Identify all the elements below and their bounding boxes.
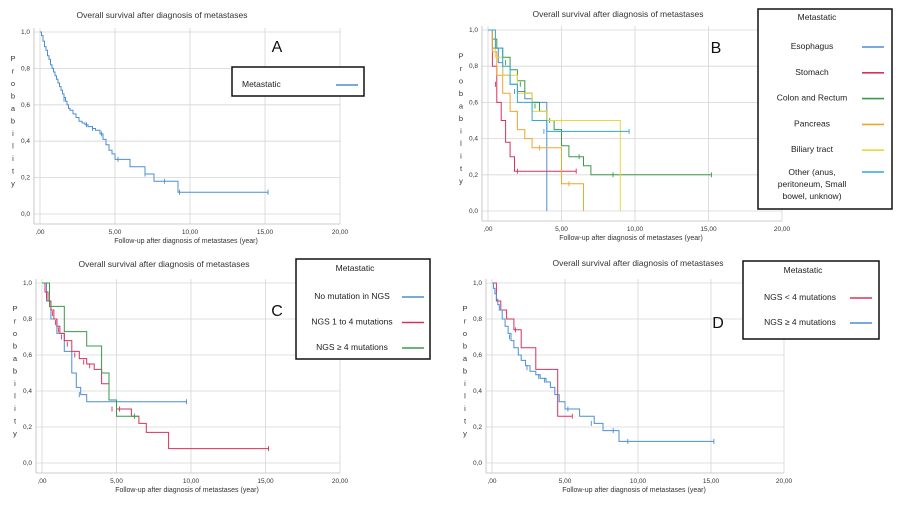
y-tick-label: 0,8 (23, 316, 32, 323)
survival-curve (488, 29, 584, 211)
legend-label: Biliary tract (791, 144, 834, 154)
legend: Metastatic NGS < 4 mutations NGS ≥ 4 mutat… (742, 260, 880, 340)
y-tick-label: 0,0 (21, 211, 30, 218)
y-tick-label: 0,6 (469, 99, 478, 106)
y-tick-label: 0,4 (21, 138, 30, 145)
legend-box (742, 260, 880, 340)
legend-label: Esophagus (791, 41, 834, 51)
y-tick-label: 0,8 (473, 316, 482, 323)
panel-letter: C (271, 303, 283, 320)
x-tick-label: 20,00 (776, 478, 793, 485)
chart-title: Overall survival after diagnosis of meta… (552, 258, 723, 268)
y-tick-label: 0,6 (21, 102, 30, 109)
y-tick-label: 0,0 (473, 460, 482, 467)
survival-curve (492, 282, 573, 417)
x-axis-label: Follow-up after diagnosis of metastases … (559, 235, 703, 242)
panel-b: ,00 5,00 10,00 15,00 20,00 0,0 0,2 0,4 0,6 0,8 1,0… (458, 8, 893, 242)
x-tick-label: ,00 (35, 229, 44, 236)
x-tick-label: 10,00 (630, 478, 647, 485)
panel-a: ,00 5,00 10,00 15,00 20,00 0,0 0,2 0,4 0,6 0,8 1,0… (10, 10, 365, 245)
y-tick-label: 0,2 (473, 424, 482, 431)
survival-curve (488, 29, 630, 132)
survival-curve (40, 31, 268, 193)
legend-label: NGS ≥ 4 mutations (764, 317, 836, 327)
chart-title: Overall survival after diagnosis of meta… (78, 259, 249, 269)
y-tick-label: 0,4 (469, 136, 478, 143)
x-tick-label: 10,00 (627, 226, 644, 233)
x-tick-label: 5,00 (559, 478, 572, 485)
x-tick-label: 15,00 (257, 478, 274, 485)
panel-c: ,00 5,00 10,00 15,00 20,00 0,0 0,2 0,4 0,6 0,8 1,0… (12, 258, 431, 494)
y-tick-label: 0,8 (469, 63, 478, 70)
legend-title: Metastatic (798, 12, 837, 22)
x-tick-label: 15,00 (703, 478, 720, 485)
y-tick-label: 1,0 (21, 29, 30, 36)
legend-label: Metastatic (242, 79, 281, 89)
legend: Metastatic (231, 66, 365, 97)
legend-label: Other (anus, (788, 167, 835, 177)
x-tick-label: 5,00 (555, 226, 568, 233)
legend-box (295, 258, 431, 360)
survival-curve (492, 282, 714, 442)
legend-title: Metastatic (784, 265, 823, 275)
y-tick-label: 1,0 (23, 280, 32, 287)
y-tick-label: 1,0 (473, 280, 482, 287)
chart-title: Overall survival after diagnosis of meta… (76, 10, 247, 20)
y-tick-label: 0,2 (23, 424, 32, 431)
legend-label: peritoneum, Small (778, 179, 847, 189)
legend: Metastatic No mutation in NGS NGS 1 to 4 m… (295, 258, 431, 360)
y-tick-label: 0,8 (21, 65, 30, 72)
panel-letter: D (712, 315, 724, 332)
legend-label: NGS < 4 mutations (764, 292, 836, 302)
legend-label: NGS ≥ 4 mutations (316, 342, 388, 352)
legend: Metastatic Esophagus Stomach Colon and Rect… (757, 8, 893, 210)
panel-d: ,00 5,00 10,00 15,00 20,00 0,0 0,2 0,4 0,6 0,8 1,0… (462, 258, 880, 494)
x-tick-label: 5,00 (109, 229, 122, 236)
y-tick-label: 0,2 (21, 175, 30, 182)
survival-curve (42, 282, 187, 403)
legend-box (231, 66, 365, 97)
x-tick-label: ,00 (37, 478, 46, 485)
legend-label: Pancreas (794, 118, 830, 128)
y-tick-label: 0,6 (473, 352, 482, 359)
x-tick-label: 20,00 (774, 226, 791, 233)
x-axis-label: Follow-up after diagnosis of metastases … (115, 487, 259, 494)
legend-label: Colon and Rectum (777, 93, 847, 103)
legend-label: Stomach (795, 67, 829, 77)
survival-curve (42, 282, 269, 450)
y-tick-label: 0,6 (23, 352, 32, 359)
chart-title: Overall survival after diagnosis of meta… (532, 9, 703, 19)
y-tick-label: 1,0 (469, 27, 478, 34)
x-axis-label: Follow-up after diagnosis of metastases … (562, 487, 706, 494)
x-axis-label: Follow-up after diagnosis of metastases … (114, 238, 258, 245)
legend-box (757, 8, 893, 210)
survival-curve (488, 29, 577, 172)
x-tick-label: 5,00 (110, 478, 123, 485)
legend-label: bowel, unknow) (782, 191, 841, 201)
y-tick-label: 0,4 (23, 388, 32, 395)
y-tick-label: 0,0 (469, 208, 478, 215)
x-tick-label: ,00 (487, 478, 496, 485)
x-tick-label: ,00 (483, 226, 492, 233)
y-tick-label: 0,4 (473, 388, 482, 395)
x-tick-label: 20,00 (332, 478, 349, 485)
y-tick-label: 0,0 (23, 460, 32, 467)
x-tick-label: 10,00 (182, 229, 199, 236)
y-tick-label: 0,2 (469, 172, 478, 179)
x-tick-label: 10,00 (183, 478, 200, 485)
panel-letter: A (272, 39, 283, 56)
legend-title: Metastatic (336, 263, 375, 273)
x-tick-label: 15,00 (257, 229, 274, 236)
x-tick-label: 20,00 (332, 229, 349, 236)
legend-label: NGS 1 to 4 mutations (311, 317, 392, 327)
legend-label: No mutation in NGS (314, 291, 390, 301)
survival-curve (42, 282, 139, 417)
panel-letter: B (711, 40, 722, 57)
x-tick-label: 15,00 (700, 226, 717, 233)
